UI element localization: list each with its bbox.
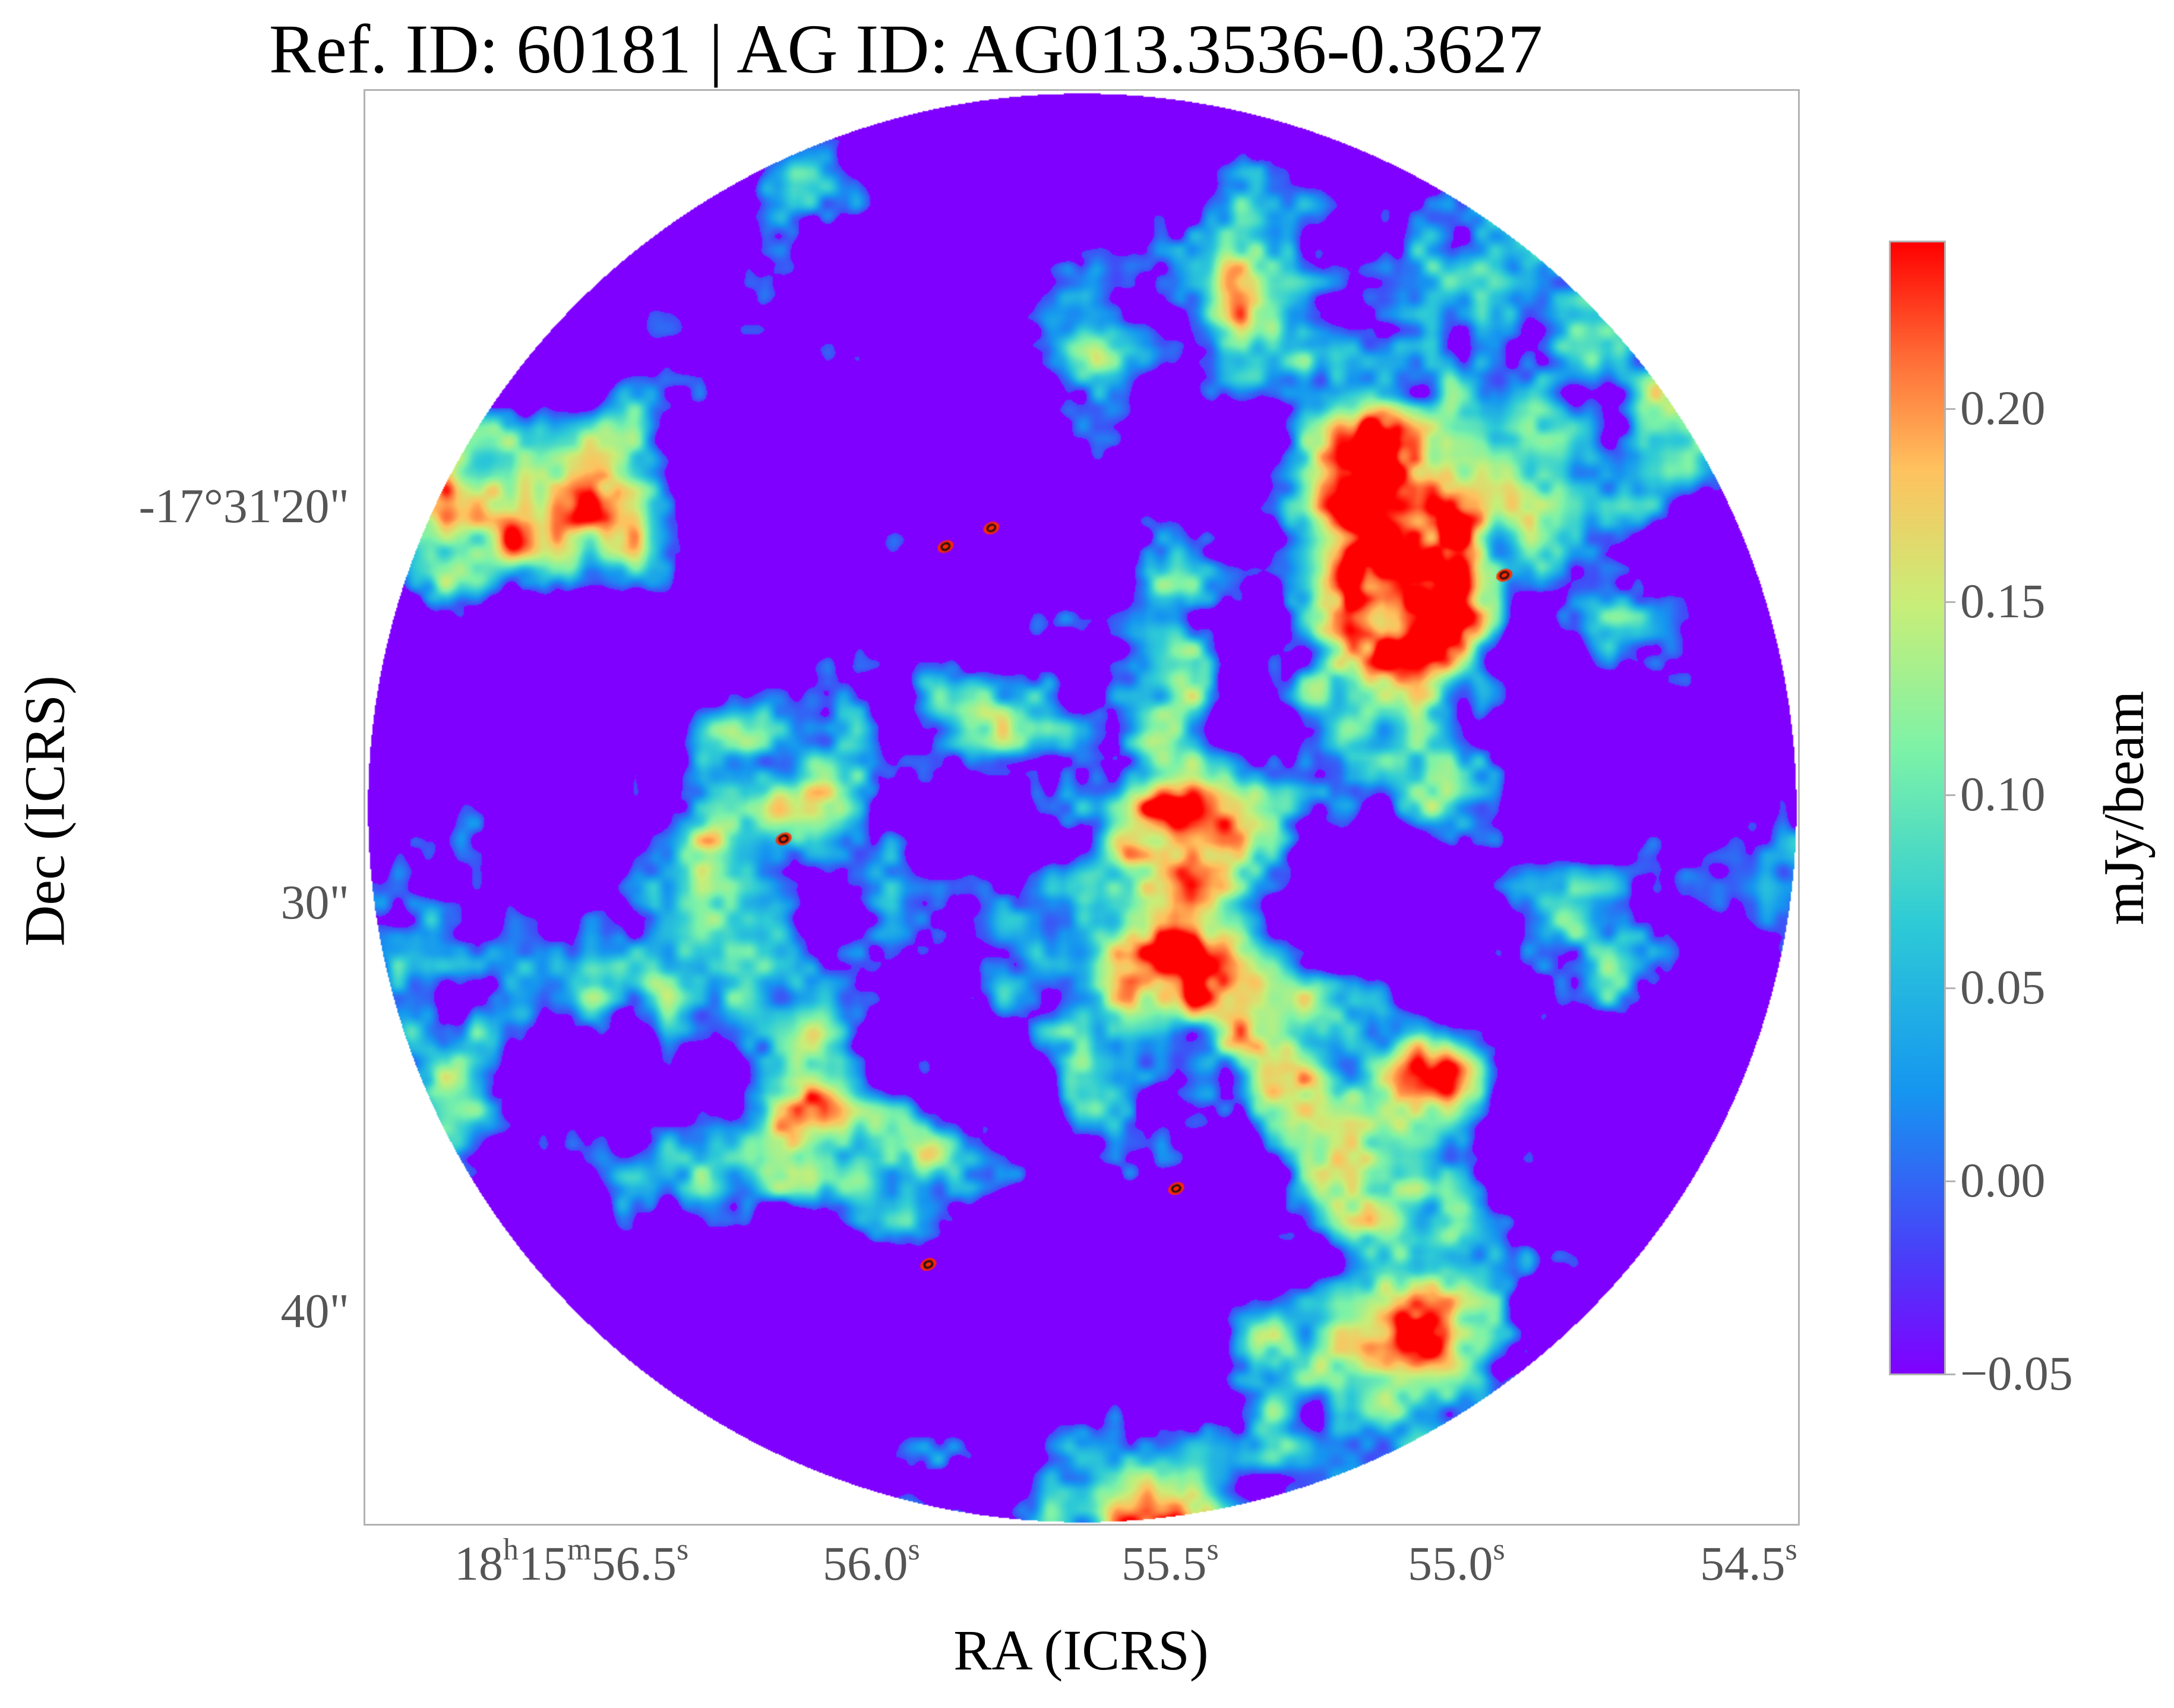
dec-tick-label: 40" [280,1284,349,1338]
ra-tick-label: 55.5s [1121,1533,1219,1591]
colorbar-tick-label: 0.15 [1945,574,2046,628]
plot-title: Ref. ID: 60181 | AG ID: AG013.3536-0.362… [268,10,1543,88]
ra-tick-label: 56.0s [823,1533,920,1591]
ra-tick-label: 18h15m56.5s [454,1533,689,1591]
colorbar-tick-label: 0.20 [1945,381,2046,435]
y-axis-label: Dec (ICRS) [12,675,77,946]
dec-tick-label: -17°31'20" [138,479,349,533]
colorbar-tick-label: −0.05 [1945,1346,2073,1400]
colorbar-tick-label: 0.10 [1945,767,2046,821]
ra-tick-label: 54.5s [1700,1533,1797,1591]
ra-tick-label: 55.0s [1408,1533,1505,1591]
colorbar-label: mJy/beam [2091,690,2156,926]
dec-tick-label: 30" [280,875,349,929]
x-axis-label: RA (ICRS) [953,1618,1209,1682]
colorbar-tick-label: 0.05 [1945,960,2046,1014]
image-frame [364,89,1800,1526]
sky-map-image [365,91,1798,1524]
colorbar [1889,241,1946,1375]
colorbar-tick-label: 0.00 [1945,1153,2046,1207]
